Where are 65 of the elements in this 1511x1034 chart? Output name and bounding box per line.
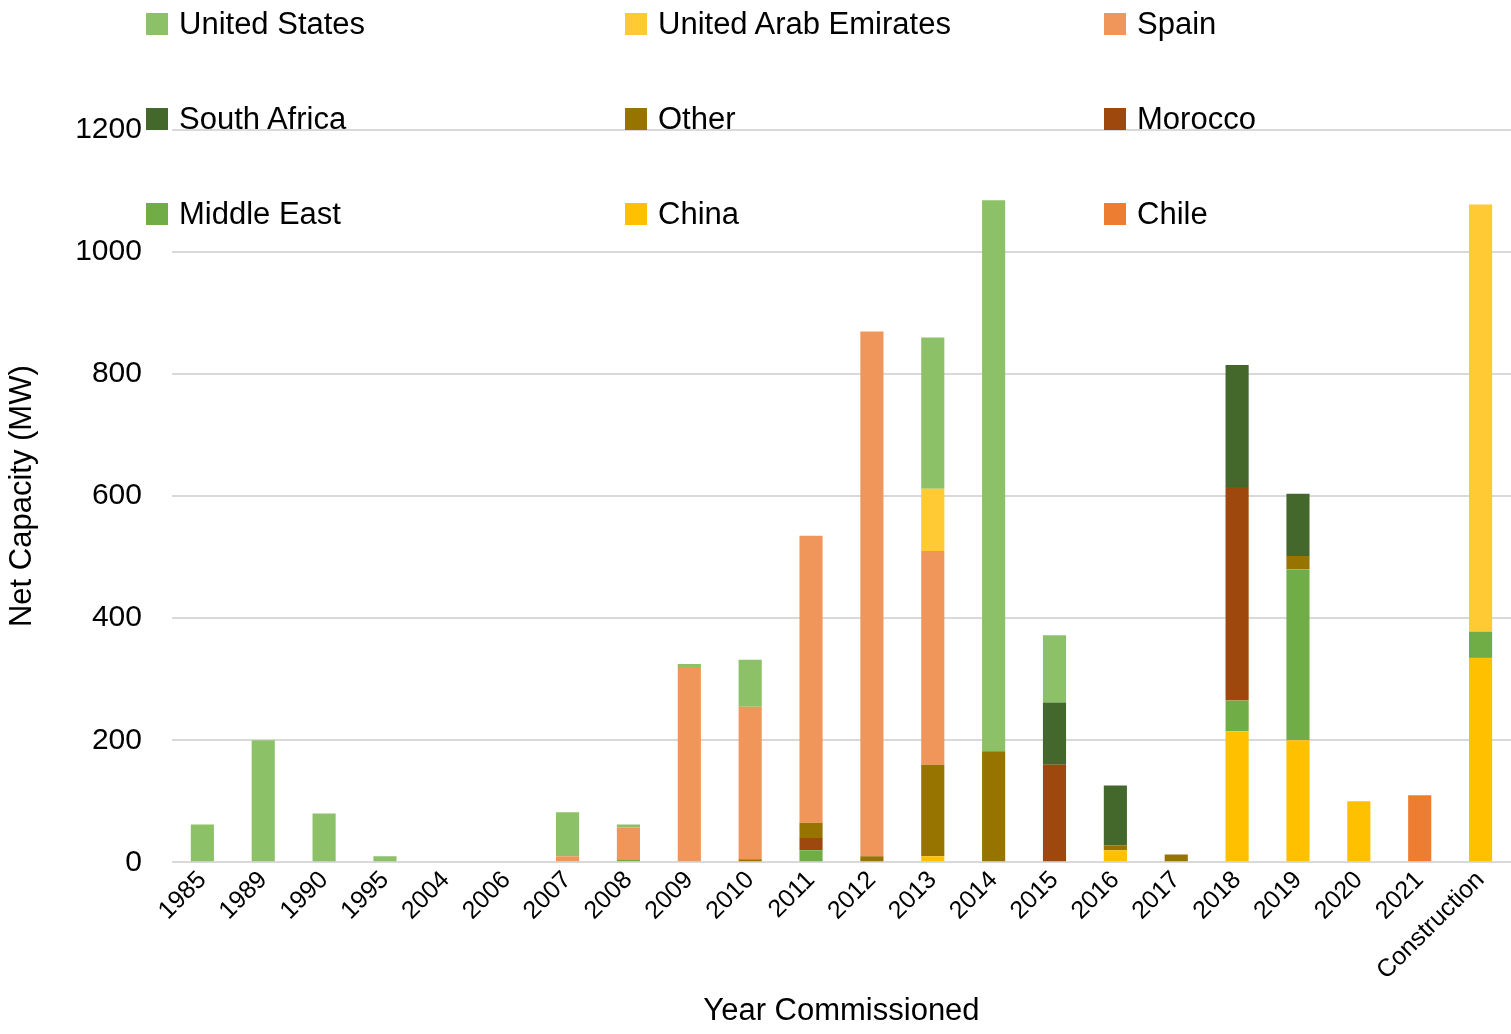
bar xyxy=(1164,854,1188,862)
bar xyxy=(1469,204,1493,632)
bar xyxy=(860,331,884,857)
legend-label: Chile xyxy=(1137,196,1208,232)
bar xyxy=(1042,702,1067,765)
bar xyxy=(1286,555,1310,570)
bar xyxy=(1225,487,1249,701)
bar xyxy=(1103,850,1127,862)
bar xyxy=(373,856,397,862)
bar xyxy=(921,551,945,765)
y-axis-title: Net Capacity (MW) xyxy=(3,365,39,628)
bar xyxy=(738,859,762,862)
legend-label: Middle East xyxy=(179,196,341,232)
legend-label: United States xyxy=(179,6,366,42)
bar xyxy=(921,764,945,857)
bar xyxy=(616,827,640,860)
y-tick-label: 1000 xyxy=(75,233,142,267)
bar xyxy=(1347,801,1371,862)
bar xyxy=(799,837,823,851)
bar xyxy=(616,824,640,828)
bar xyxy=(1469,631,1493,658)
bar xyxy=(251,740,275,862)
bar xyxy=(921,856,945,862)
bar xyxy=(1103,845,1127,851)
y-tick-label: 600 xyxy=(91,477,142,511)
bar xyxy=(677,667,701,862)
bar xyxy=(190,824,214,862)
bar xyxy=(982,200,1006,752)
bar xyxy=(556,812,580,857)
bar xyxy=(1225,700,1249,732)
y-tick-label: 1200 xyxy=(75,111,142,145)
bar xyxy=(677,664,701,668)
bar xyxy=(1042,764,1067,862)
legend-label: South Africa xyxy=(179,101,347,137)
y-tick-label: 200 xyxy=(91,721,142,755)
legend-label: Other xyxy=(658,101,736,137)
bar xyxy=(312,813,336,862)
bar xyxy=(799,822,823,838)
bar xyxy=(1286,740,1310,862)
legend-label: United Arab Emirates xyxy=(658,6,951,42)
bar xyxy=(921,337,945,489)
y-tick-label: 800 xyxy=(91,355,142,389)
y-tick-label: 0 xyxy=(125,843,142,877)
bar xyxy=(556,856,580,862)
bar xyxy=(1469,657,1493,862)
bar xyxy=(799,535,823,823)
bar xyxy=(738,659,762,707)
bar xyxy=(1042,635,1067,703)
bar xyxy=(1286,569,1310,741)
bar xyxy=(738,706,762,860)
bar xyxy=(921,488,945,552)
y-tick-label: 400 xyxy=(91,599,142,633)
bar xyxy=(1225,731,1249,862)
bar xyxy=(1103,785,1127,846)
bar xyxy=(860,856,884,862)
x-axis-title: Year Commissioned xyxy=(703,991,980,1027)
bar xyxy=(799,850,823,862)
legend-label: China xyxy=(658,196,739,232)
bar xyxy=(1225,364,1249,488)
bar xyxy=(616,859,640,862)
bar xyxy=(1408,795,1432,862)
bar xyxy=(982,751,1006,862)
bar xyxy=(1286,493,1310,556)
legend-label: Spain xyxy=(1137,6,1217,42)
legend-label: Morocco xyxy=(1137,101,1256,137)
